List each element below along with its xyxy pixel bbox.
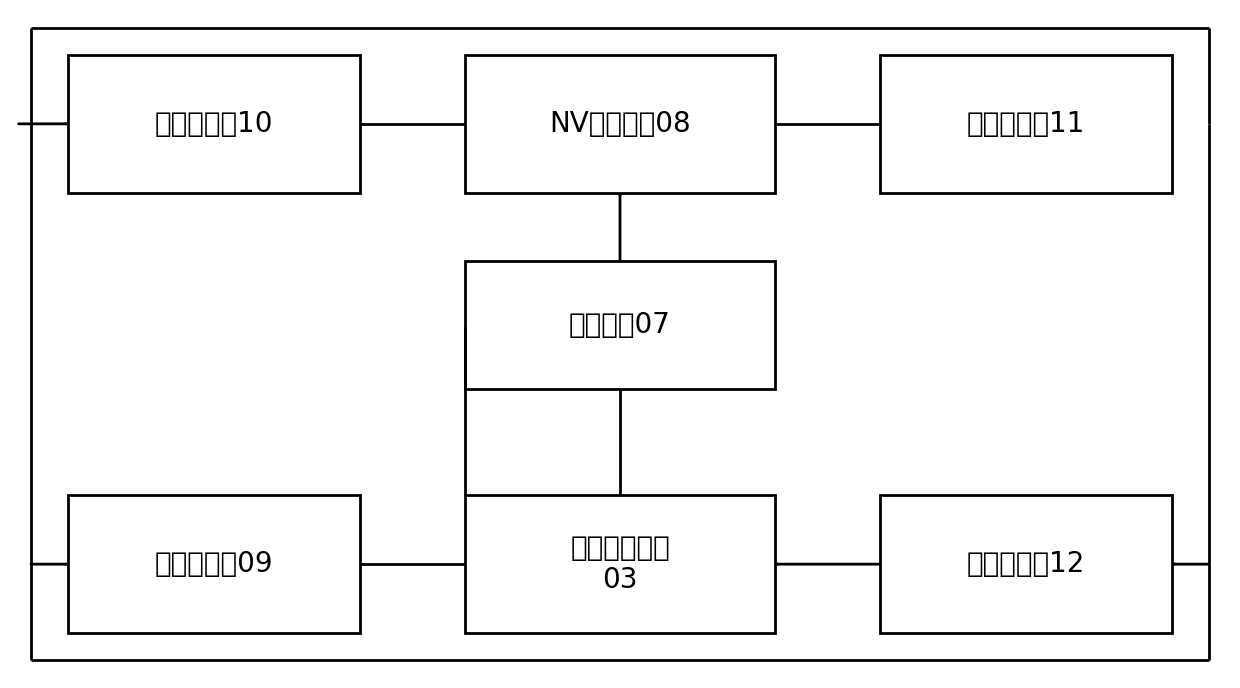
- Bar: [880, 55, 1172, 193]
- Bar: [465, 495, 775, 633]
- Bar: [68, 55, 360, 193]
- Text: 光电转换器12: 光电转换器12: [967, 550, 1085, 578]
- Text: 激光发生器09: 激光发生器09: [155, 550, 273, 578]
- Text: NV色心元件08: NV色心元件08: [549, 110, 691, 138]
- Text: 第一透镜组10: 第一透镜组10: [155, 110, 273, 138]
- Bar: [465, 261, 775, 389]
- Text: 微波天线07: 微波天线07: [569, 311, 671, 339]
- Bar: [880, 495, 1172, 633]
- Bar: [465, 55, 775, 193]
- Text: 量子检测系统
03: 量子检测系统 03: [570, 534, 670, 594]
- Text: 第二透镜组11: 第二透镜组11: [967, 110, 1085, 138]
- Bar: [68, 495, 360, 633]
